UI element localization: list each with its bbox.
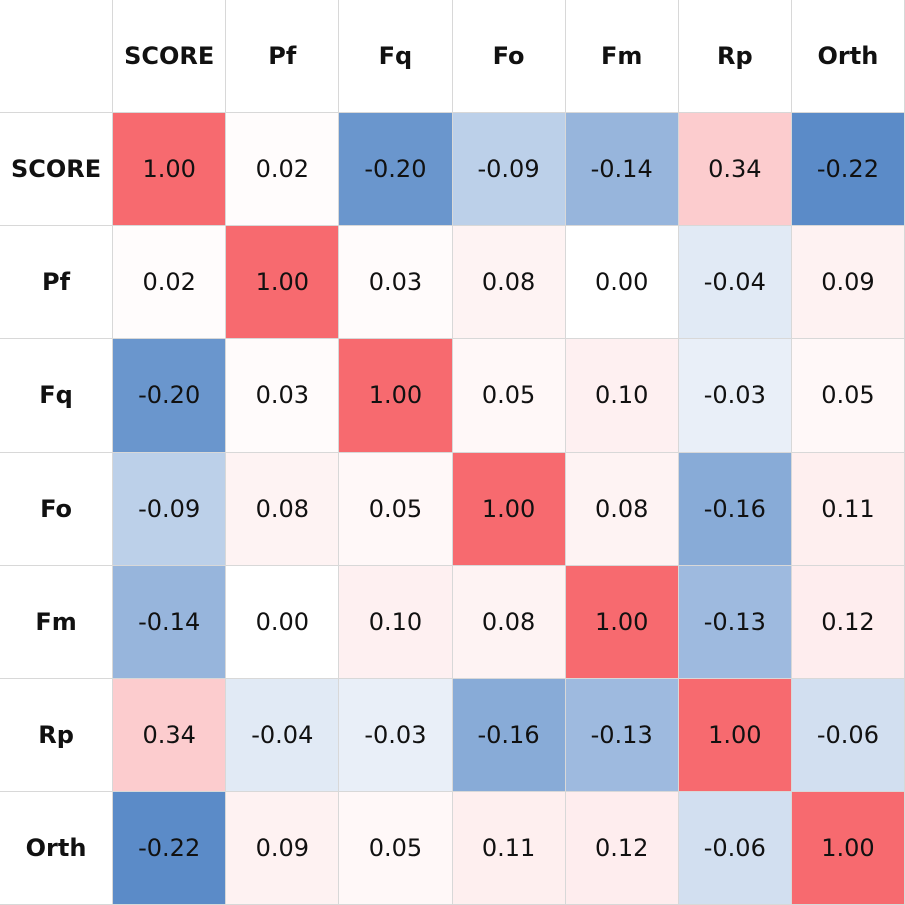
- heatmap-cell: -0.04: [678, 226, 792, 340]
- row-header-pf: Pf: [0, 226, 114, 340]
- heatmap-cell: -0.22: [791, 113, 905, 227]
- heatmap-cell: 0.00: [565, 226, 679, 340]
- heatmap-cell: 0.11: [791, 452, 905, 566]
- heatmap-cell: 0.34: [678, 113, 792, 227]
- heatmap-cell: 0.02: [226, 113, 340, 227]
- heatmap-cell: 1.00: [678, 678, 792, 792]
- heatmap-cell: -0.14: [565, 113, 679, 227]
- column-header-fm: Fm: [565, 0, 679, 114]
- column-header-score: SCORE: [113, 0, 227, 114]
- heatmap-cell: 0.08: [452, 565, 566, 679]
- heatmap-cell: -0.16: [452, 678, 566, 792]
- heatmap-cell: -0.22: [113, 791, 227, 905]
- heatmap-cell: 0.03: [339, 226, 453, 340]
- heatmap-cell: 0.05: [339, 452, 453, 566]
- row-header-score: SCORE: [0, 113, 114, 227]
- heatmap-cell: 0.02: [113, 226, 227, 340]
- heatmap-cell: -0.20: [339, 113, 453, 227]
- row-header-fo: Fo: [0, 452, 114, 566]
- heatmap-cell: 0.00: [226, 565, 340, 679]
- heatmap-cell: -0.13: [565, 678, 679, 792]
- heatmap-cell: 0.10: [339, 565, 453, 679]
- heatmap-cell: 0.11: [452, 791, 566, 905]
- corner-cell: [0, 0, 114, 114]
- heatmap-cell: -0.06: [678, 791, 792, 905]
- heatmap-cell: 0.09: [226, 791, 340, 905]
- column-header-rp: Rp: [678, 0, 792, 114]
- heatmap-cell: 0.12: [565, 791, 679, 905]
- heatmap-cell: 1.00: [452, 452, 566, 566]
- heatmap-cell: 0.08: [452, 226, 566, 340]
- row-header-rp: Rp: [0, 678, 114, 792]
- column-header-pf: Pf: [226, 0, 340, 114]
- heatmap-cell: 0.05: [791, 339, 905, 453]
- heatmap-cell: 0.05: [452, 339, 566, 453]
- heatmap-cell: -0.09: [113, 452, 227, 566]
- heatmap-cell: -0.03: [339, 678, 453, 792]
- heatmap-cell: -0.04: [226, 678, 340, 792]
- heatmap-cell: 1.00: [791, 791, 905, 905]
- heatmap-cell: 0.05: [339, 791, 453, 905]
- heatmap-cell: -0.06: [791, 678, 905, 792]
- heatmap-cell: 1.00: [226, 226, 340, 340]
- column-header-fq: Fq: [339, 0, 453, 114]
- heatmap-cell: 0.03: [226, 339, 340, 453]
- row-header-orth: Orth: [0, 791, 114, 905]
- heatmap-cell: 0.10: [565, 339, 679, 453]
- heatmap-cell: 0.09: [791, 226, 905, 340]
- heatmap-cell: -0.20: [113, 339, 227, 453]
- row-header-fq: Fq: [0, 339, 114, 453]
- column-header-fo: Fo: [452, 0, 566, 114]
- heatmap-cell: 0.12: [791, 565, 905, 679]
- heatmap-cell: 0.08: [565, 452, 679, 566]
- heatmap-cell: -0.03: [678, 339, 792, 453]
- row-header-fm: Fm: [0, 565, 114, 679]
- heatmap-cell: 0.34: [113, 678, 227, 792]
- heatmap-cell: -0.09: [452, 113, 566, 227]
- heatmap-cell: -0.16: [678, 452, 792, 566]
- heatmap-cell: 0.08: [226, 452, 340, 566]
- heatmap-cell: -0.14: [113, 565, 227, 679]
- heatmap-cell: 1.00: [565, 565, 679, 679]
- heatmap-cell: 1.00: [113, 113, 227, 227]
- column-header-orth: Orth: [791, 0, 905, 114]
- heatmap-cell: 1.00: [339, 339, 453, 453]
- heatmap-cell: -0.13: [678, 565, 792, 679]
